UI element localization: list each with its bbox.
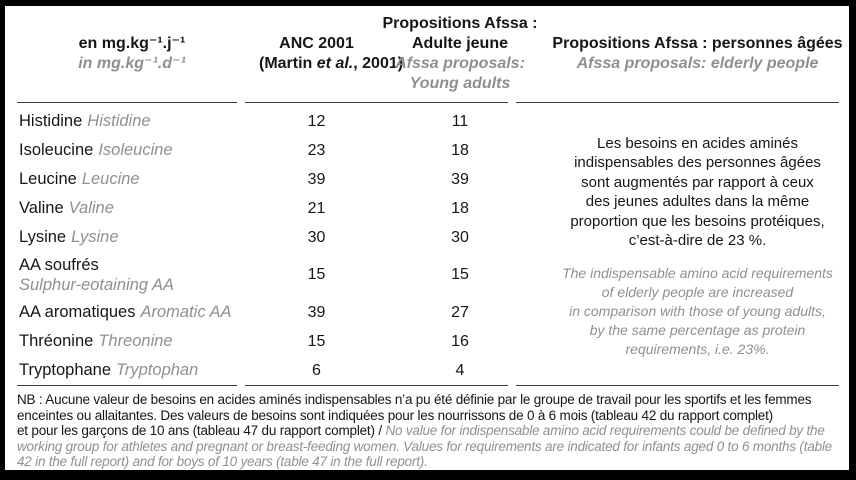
unit-label-fr: en mg.kg⁻¹.j⁻¹ xyxy=(78,35,186,52)
afssa-value: 18 xyxy=(451,199,469,217)
table-body: Histidine Histidine 12 11 Isoleucine Isole… xyxy=(5,103,849,385)
row-label-sulphur-aa: AA soufrés Sulphur-eotaining AA xyxy=(19,256,175,294)
footnote: NB : Aucune valeur de besoins en acides … xyxy=(5,386,849,470)
anc-value: 39 xyxy=(307,170,326,188)
elderly-requirements-note: Les besoins en acides aminés indispensab… xyxy=(546,107,849,385)
anc-value: 30 xyxy=(307,228,326,246)
row-label-histidine: Histidine Histidine xyxy=(19,112,151,130)
anc-value: 39 xyxy=(307,303,326,321)
col-header-unit: en mg.kg⁻¹.j⁻¹ in mg.kg⁻¹.d⁻¹ xyxy=(5,34,259,74)
anc-value: 6 xyxy=(312,361,321,379)
afssa-value: 16 xyxy=(451,332,469,350)
elderly-note-en: The indispensable amino acid requirement… xyxy=(562,264,833,357)
amino-acid-requirements-table: en mg.kg⁻¹.j⁻¹ in mg.kg⁻¹.d⁻¹ ANC 2001 (… xyxy=(5,6,849,470)
unit-label-en: in mg.kg⁻¹.d⁻¹ xyxy=(78,55,186,72)
footer-rule xyxy=(17,385,839,386)
anc-citation: (Martin et al., 2001) xyxy=(259,55,404,72)
afssa-elderly-label-en: Afssa proposals: elderly people xyxy=(576,55,819,72)
anc-value: 23 xyxy=(307,141,326,159)
afssa-value: 39 xyxy=(451,170,469,188)
anc-value: 15 xyxy=(307,332,326,350)
anc-value: 21 xyxy=(307,199,326,217)
table-header: en mg.kg⁻¹.j⁻¹ in mg.kg⁻¹.d⁻¹ ANC 2001 (… xyxy=(5,6,849,102)
elderly-note-fr: Les besoins en acides aminés indispensab… xyxy=(570,134,825,250)
afssa-value: 30 xyxy=(451,228,469,246)
afssa-value: 11 xyxy=(451,112,469,130)
anc-value: 15 xyxy=(307,266,326,283)
col-header-anc-2001: ANC 2001 (Martin et al., 2001) xyxy=(259,34,404,74)
row-label-lysine: Lysine Lysine xyxy=(19,228,119,246)
row-label-tryptophan: Tryptophane Tryptophan xyxy=(19,361,199,379)
afssa-elderly-label-fr: Propositions Afssa : personnes âgées xyxy=(552,35,843,52)
row-label-leucine: Leucine Leucine xyxy=(19,170,140,188)
anc-title: ANC 2001 xyxy=(279,35,354,52)
afssa-value: 4 xyxy=(455,361,465,379)
col-header-afssa-elderly: Propositions Afssa : personnes âgées Afs… xyxy=(546,34,849,74)
footnote-en: No value for indispensable amino acid re… xyxy=(17,423,832,469)
afssa-value: 15 xyxy=(451,266,469,283)
footnote-fr: NB : Aucune valeur de besoins en acides … xyxy=(17,392,812,438)
header-rule xyxy=(17,102,839,103)
anc-value: 12 xyxy=(307,112,326,130)
row-label-threonine: Thréonine Threonine xyxy=(19,332,173,350)
row-label-isoleucine: Isoleucine Isoleucine xyxy=(19,141,173,159)
et-al-italic: et al. xyxy=(316,55,354,72)
row-label-valine: Valine Valine xyxy=(19,199,114,217)
col-header-afssa-young-adults: Propositions Afssa : Adulte jeune Afssa … xyxy=(374,14,546,94)
afssa-value: 18 xyxy=(451,141,469,159)
row-label-aromatic-aa: AA aromatiques Aromatic AA xyxy=(19,303,232,321)
afssa-value: 27 xyxy=(451,303,469,321)
afssa-young-label-fr: Propositions Afssa : Adulte jeune xyxy=(382,15,538,52)
afssa-young-label-en: Afssa proposals: Young adults xyxy=(395,55,525,92)
